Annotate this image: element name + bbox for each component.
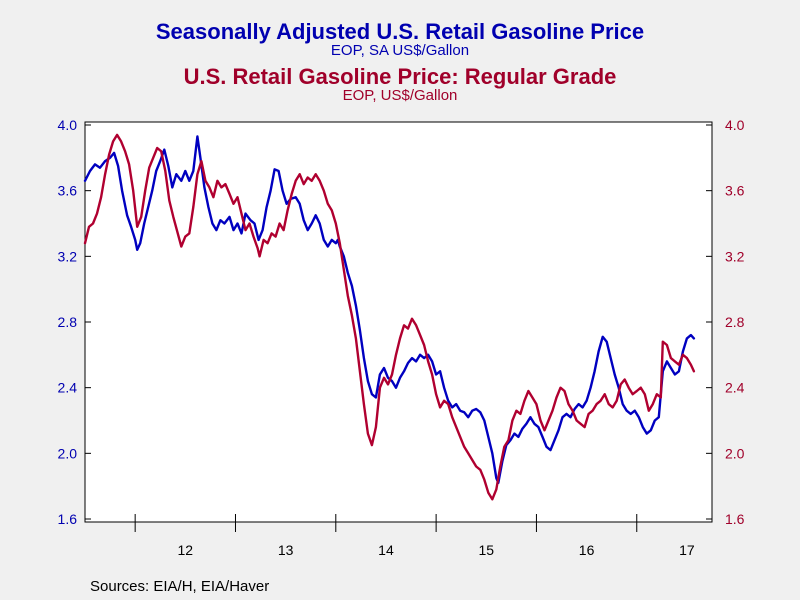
series-group xyxy=(83,133,696,501)
y-left-tick-label: 2.8 xyxy=(58,314,78,330)
y-right-tick-label: 3.2 xyxy=(725,248,745,264)
x-axis: 12 13 14 15 16 17 xyxy=(134,514,695,558)
y-left-tick-label: 3.2 xyxy=(58,248,78,264)
x-tick-label: 13 xyxy=(278,542,294,558)
y-right-tick-label: 2.4 xyxy=(725,380,745,396)
y-right-tick-label: 3.6 xyxy=(725,183,745,199)
sources-note: Sources: EIA/H, EIA/Haver xyxy=(90,578,270,595)
y-axis-left: 4.0 3.6 3.2 2.8 2.4 2.0 1.6 xyxy=(58,117,91,527)
x-tick-label: 12 xyxy=(178,542,194,558)
y-right-tick-label: 2.0 xyxy=(725,445,745,461)
y-left-tick-label: 4.0 xyxy=(58,117,78,133)
x-tick-label: 17 xyxy=(679,542,695,558)
x-tick-label: 14 xyxy=(378,542,394,558)
y-left-tick-label: 2.0 xyxy=(58,445,78,461)
x-tick-label: 15 xyxy=(478,542,494,558)
y-left-tick-label: 3.6 xyxy=(58,183,78,199)
y-axis-right: 4.0 3.6 3.2 2.8 2.4 2.0 1.6 xyxy=(706,117,745,527)
y-left-tick-label: 2.4 xyxy=(58,380,78,396)
chart-subtitle-secondary: EOP, US$/Gallon xyxy=(342,87,458,104)
y-right-tick-label: 1.6 xyxy=(725,511,745,527)
series-line-regular xyxy=(83,133,696,501)
chart-title-secondary: U.S. Retail Gasoline Price: Regular Grad… xyxy=(183,64,617,89)
chart-title-primary: Seasonally Adjusted U.S. Retail Gasoline… xyxy=(155,19,645,44)
y-right-tick-label: 2.8 xyxy=(725,314,745,330)
series-line-sa xyxy=(83,135,696,485)
plot-area xyxy=(84,121,713,523)
chart-subtitle-primary: EOP, SA US$/Gallon xyxy=(330,42,470,59)
y-right-tick-label: 4.0 xyxy=(725,117,745,133)
x-tick-label: 16 xyxy=(579,542,595,558)
y-left-tick-label: 1.6 xyxy=(58,511,78,527)
